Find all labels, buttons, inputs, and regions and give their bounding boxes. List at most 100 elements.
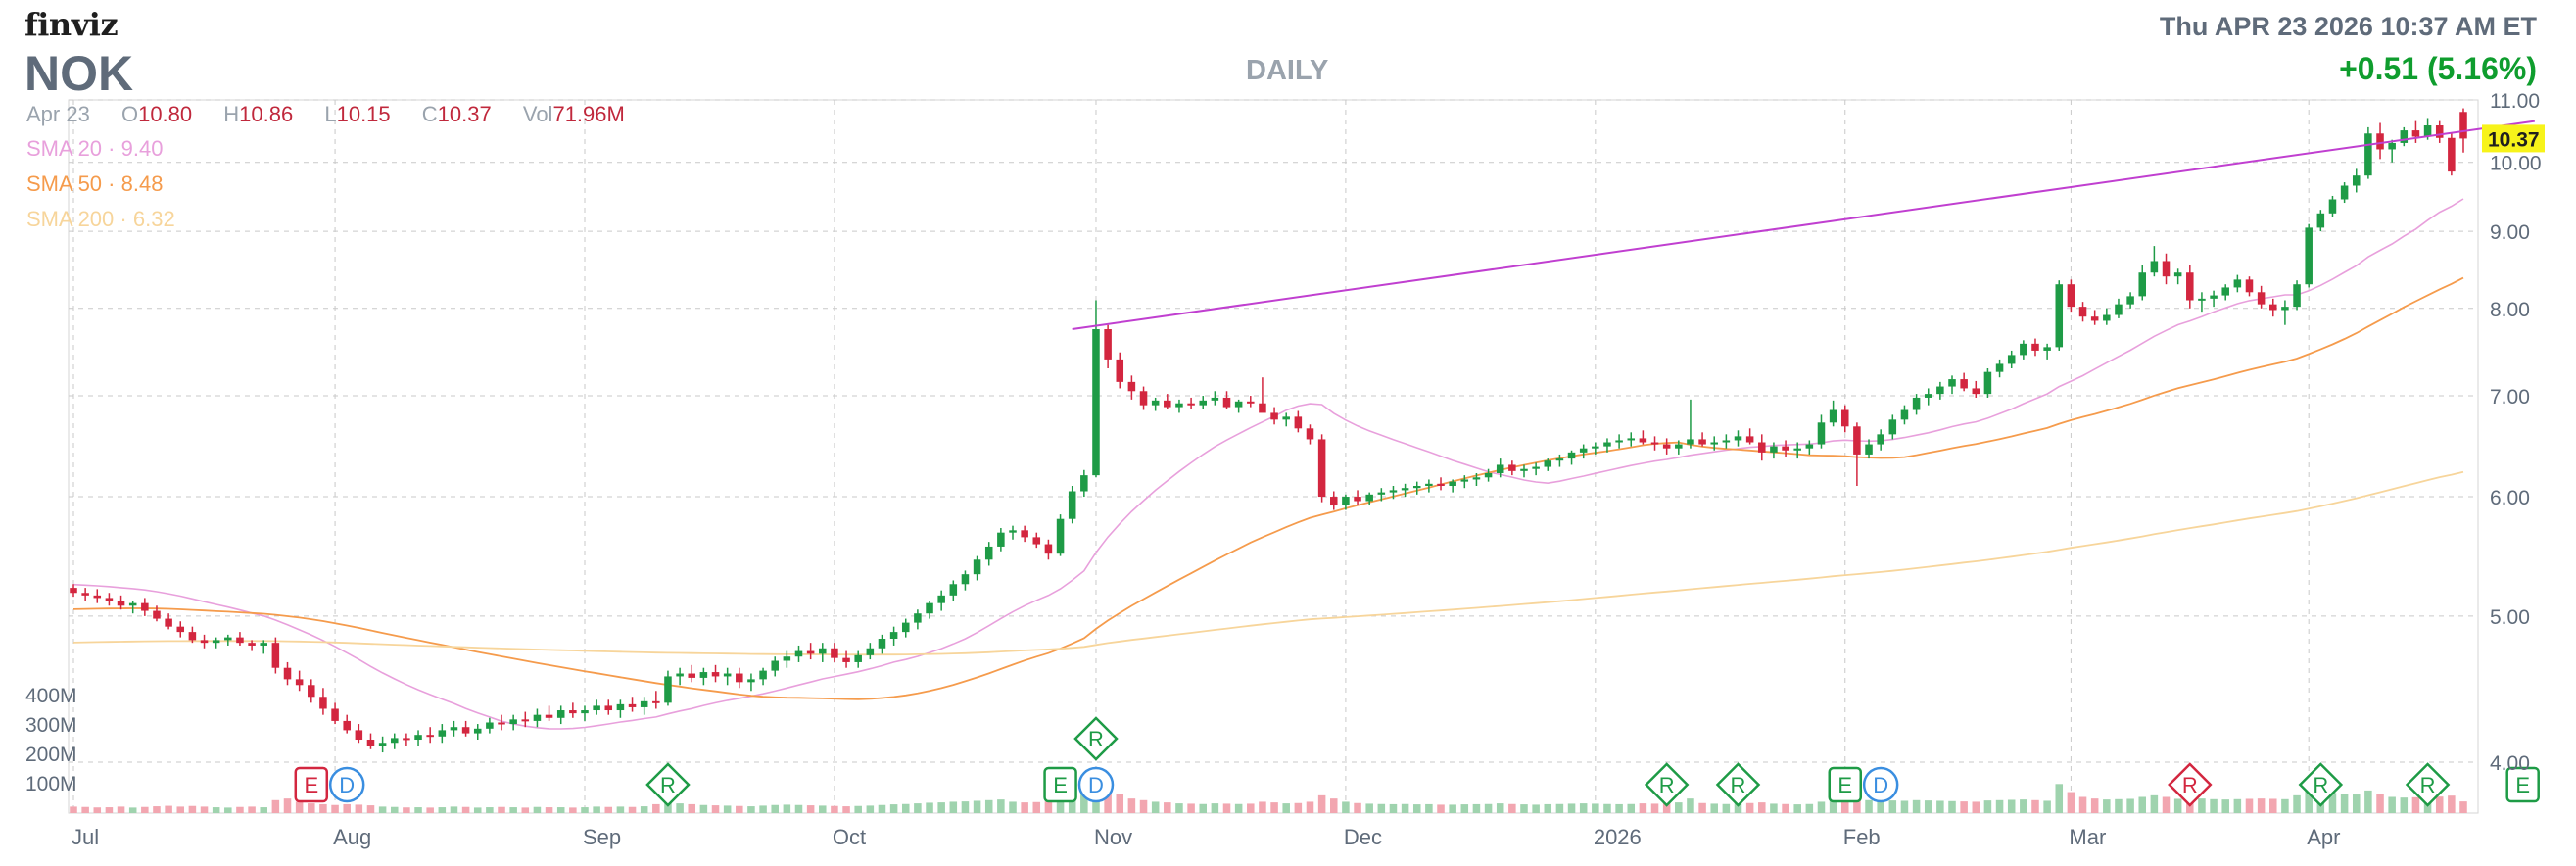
candle-body	[1853, 426, 1861, 455]
candle	[2078, 302, 2087, 322]
candle	[438, 724, 447, 744]
candle	[604, 699, 613, 715]
candle	[937, 590, 945, 611]
candle	[2067, 279, 2075, 313]
candle-body	[926, 602, 933, 614]
sma-50-label: SMA 50	[26, 171, 103, 196]
candle	[2257, 285, 2266, 309]
candle-body	[1650, 442, 1659, 445]
candle-body	[1164, 400, 1171, 408]
volume-bar	[1650, 803, 1659, 813]
event-letter: R	[2313, 773, 2328, 797]
rating-badge	[1073, 716, 1119, 761]
candle	[866, 643, 875, 660]
volume-bar	[486, 807, 494, 813]
candle	[224, 634, 232, 646]
volume-bar	[1745, 802, 1754, 813]
candle-body	[93, 595, 102, 599]
axis-labels: 11.00 10.00 9.00 8.00 7.00 6.00 5.00 4.00 Jul Aug…	[25, 90, 2545, 849]
candle-body	[2400, 130, 2409, 143]
volume-bar	[2400, 797, 2409, 813]
candle	[2173, 268, 2182, 285]
price-tick-label: 6.00	[2490, 487, 2530, 509]
volume-bar	[2388, 796, 2396, 813]
candle	[93, 589, 102, 603]
candle	[556, 705, 565, 725]
volume-bar	[1080, 792, 1088, 813]
volume-bar	[236, 806, 244, 813]
date-tick-label: 2026	[1594, 825, 1642, 849]
volume-bar	[390, 806, 399, 813]
candle	[308, 679, 315, 703]
candle	[1116, 352, 1124, 389]
volume-bar	[1995, 799, 2004, 813]
volume-bar	[1211, 803, 1219, 813]
candle	[2364, 126, 2372, 179]
candle	[1425, 479, 1433, 493]
date-tick-label: Aug	[333, 825, 371, 849]
volume-bar	[2305, 789, 2313, 813]
candle	[533, 708, 542, 728]
candle	[176, 621, 185, 638]
candle	[403, 733, 410, 746]
candle-body	[2067, 284, 2075, 308]
candle-body	[664, 676, 672, 703]
candle	[1222, 391, 1231, 409]
candle-body	[271, 643, 280, 668]
event-marker-rating: R	[645, 762, 691, 807]
volume-bar	[141, 806, 149, 813]
volume-bar	[2031, 799, 2039, 813]
candle	[2043, 343, 2051, 360]
candle	[1995, 359, 2004, 378]
volume-bar	[283, 798, 292, 813]
candle	[2007, 350, 2016, 368]
candle-body	[533, 714, 542, 721]
finviz-logo[interactable]: finviz	[24, 6, 119, 43]
candle-body	[1294, 416, 1303, 429]
volume-bar	[1508, 803, 1516, 813]
volume-bar	[331, 804, 339, 813]
volume-bar	[1449, 804, 1456, 813]
volume-bar	[188, 805, 197, 813]
ohlc-readout: Apr 23 O10.80 H10.86 L10.15 C10.37 Vol71…	[26, 102, 650, 127]
trendline-layer[interactable]	[1072, 120, 2535, 331]
candle-body	[1662, 444, 1671, 449]
candle-body	[759, 670, 767, 680]
date-tick-label: Feb	[1843, 825, 1881, 849]
candle-body	[1211, 397, 1219, 401]
candle	[1127, 375, 1136, 400]
volume-bar	[2090, 798, 2099, 813]
volume-bar	[1865, 799, 1873, 813]
volume-bar	[2150, 794, 2159, 813]
candle-body	[1900, 409, 1909, 420]
volume-bar	[1520, 804, 1528, 813]
volume-bar	[937, 802, 945, 813]
volume-bar	[699, 804, 708, 813]
volume-bar	[1983, 800, 1992, 813]
volume-bar	[1354, 802, 1361, 813]
candle-body	[1793, 448, 1801, 451]
candle	[165, 613, 172, 630]
candle-body	[1306, 428, 1314, 440]
candle	[2293, 280, 2301, 311]
candle	[1342, 494, 1350, 510]
candle	[1710, 436, 1718, 451]
candle-body	[1710, 442, 1718, 445]
candle-body	[2115, 304, 2123, 315]
volume-bar	[1639, 803, 1647, 813]
candle	[759, 667, 767, 686]
candle-body	[889, 632, 898, 640]
candle	[2150, 246, 2159, 277]
volume-bar	[2210, 798, 2218, 813]
volume-bar	[1662, 802, 1671, 813]
volume-bar	[1960, 801, 1968, 813]
volume-bar	[2281, 798, 2289, 813]
candle-body	[319, 697, 327, 709]
candle	[1567, 450, 1576, 465]
volume-bar	[1330, 798, 1338, 813]
candle	[1377, 488, 1386, 502]
candle-body	[295, 679, 304, 686]
candle	[1829, 400, 1837, 427]
volume-bar	[806, 805, 815, 813]
